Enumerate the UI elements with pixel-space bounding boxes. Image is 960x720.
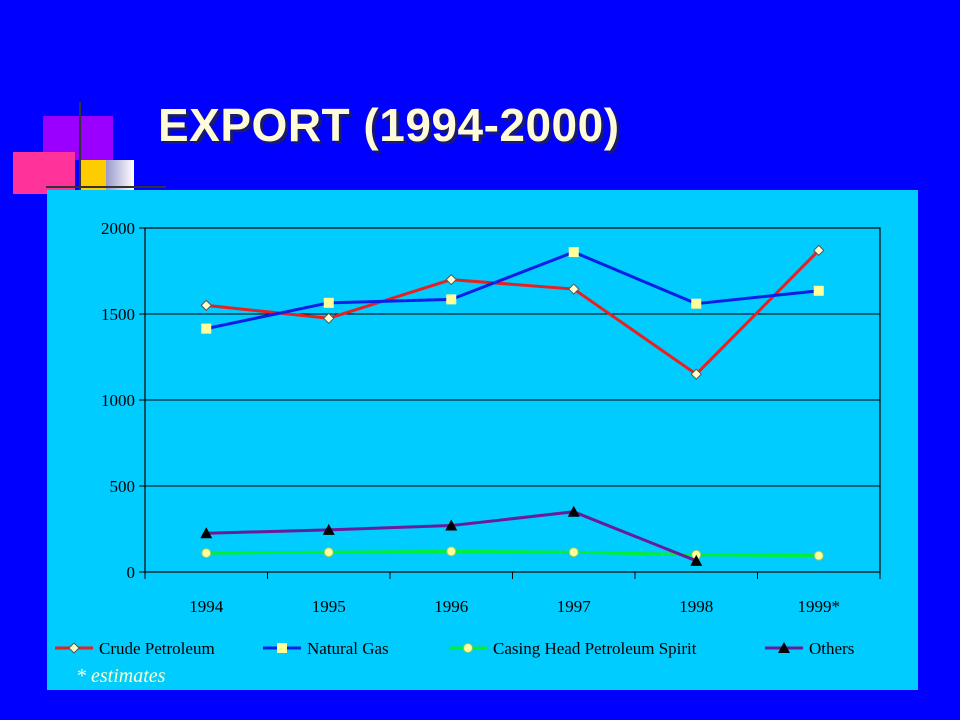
data-point-others [322,523,335,535]
page-title: EXPORT (1994-2000) [158,99,620,151]
legend-marker-others [778,642,790,653]
legend-label-crude-petroleum: Crude Petroleum [99,639,215,658]
series-line-casing-head-petroleum-spirit [206,549,819,558]
data-point-natural-gas [446,294,457,305]
data-point-natural-gas [813,285,824,296]
legend-marker-casing-head-petroleum-spirit [463,643,473,653]
y-tick-label: 0 [127,563,136,582]
data-point-natural-gas [201,323,212,334]
decor-line-vertical [79,102,81,190]
data-point-crude-petroleum [200,299,212,312]
data-point-casing-head-petroleum-spirit [323,547,334,558]
data-point-others [200,527,213,539]
data-point-others [690,554,703,566]
decor-square-yellow [80,160,106,190]
y-tick-label: 500 [110,477,136,496]
data-point-others [445,519,458,531]
data-point-casing-head-petroleum-spirit [568,547,579,558]
data-point-natural-gas [691,298,702,309]
legend-marker-crude-petroleum [68,642,80,654]
y-tick-label: 2000 [101,219,135,238]
data-point-natural-gas [323,297,334,308]
x-tick-label: 1996 [434,597,468,616]
series-line-crude-petroleum [206,249,820,376]
x-tick-label: 1995 [312,597,346,616]
chart-panel: 0 500 1000 1500 2000 1994 1995 1996 1997 1998 1999… [47,190,918,690]
estimates-footnote: * estimates [76,665,166,687]
x-tick-label: 1998 [679,597,713,616]
data-point-casing-head-petroleum-spirit [201,548,212,559]
legend-label-casing-head-petroleum-spirit: Casing Head Petroleum Spirit [493,639,697,658]
data-point-crude-petroleum [690,368,702,380]
data-point-casing-head-petroleum-spirit [446,546,457,557]
x-tick-label: 1999* [798,597,841,616]
y-tick-label: 1500 [101,305,135,324]
data-point-others [567,505,580,517]
line-chart: 0 500 1000 1500 2000 1994 1995 1996 1997 1998 1999… [55,219,881,658]
data-point-casing-head-petroleum-spirit [813,550,824,561]
decor-square-grey [106,160,134,190]
data-point-crude-petroleum [568,283,580,295]
data-point-natural-gas [568,247,579,258]
legend-label-natural-gas: Natural Gas [307,639,389,658]
x-tick-label: 1997 [557,597,592,616]
series-line-natural-gas [205,250,819,331]
data-point-crude-petroleum [445,273,457,286]
data-point-crude-petroleum [813,244,825,257]
y-tick-label: 1000 [101,391,135,410]
legend-label-others: Others [809,639,854,658]
legend-marker-natural-gas [277,643,287,653]
x-tick-label: 1994 [189,597,224,616]
decor-line-horizontal [46,186,166,188]
data-point-crude-petroleum [323,312,335,325]
